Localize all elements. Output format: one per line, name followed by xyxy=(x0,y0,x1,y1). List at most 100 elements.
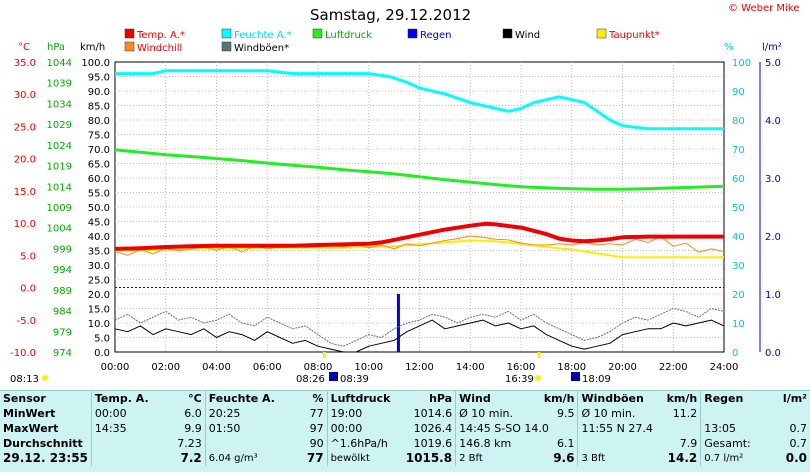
stats-cell: 14.2 xyxy=(664,451,701,466)
stats-cell: 14:45 S-SO 14.0 xyxy=(456,421,578,436)
stats-table: Sensor Temp. A. °C Feuchte A. % Luftdruc… xyxy=(0,390,810,472)
tick-label-wind_kmh: 75.0 xyxy=(88,131,110,142)
tick-label-pressure_hpa: 1029 xyxy=(47,120,72,131)
stats-cell: 0.7 l/m² xyxy=(701,451,769,466)
legend-label: Luftdruck xyxy=(325,30,372,41)
legend-label: Wind xyxy=(515,30,540,41)
tick-label-pressure_hpa: 1004 xyxy=(47,224,72,235)
stats-header: Regen xyxy=(701,391,769,406)
moon-icon xyxy=(329,372,338,381)
tick-label-humidity_pct: 30 xyxy=(732,261,745,272)
tick-label-wind_kmh: 25.0 xyxy=(88,276,110,287)
stats-header: Sensor xyxy=(0,391,91,406)
tick-label-wind_kmh: 20.0 xyxy=(88,290,110,301)
stats-header: Luftdruck xyxy=(327,391,395,406)
stats-cell: 2 Bft xyxy=(456,451,541,466)
tick-label-rain_lm2: 4.0 xyxy=(765,116,781,127)
x-tick-label: 22:00 xyxy=(659,362,688,373)
stats-cell: 97 xyxy=(278,421,327,436)
x-tick-label: 20:00 xyxy=(608,362,637,373)
tick-label-wind_kmh: 0.0 xyxy=(94,348,110,359)
sunrise-icon xyxy=(42,375,48,381)
tick-label-pressure_hpa: 999 xyxy=(53,244,72,255)
stats-header: hPa xyxy=(395,391,455,406)
tick-label-temp_c: -10.0 xyxy=(10,348,36,359)
legend-label: Regen xyxy=(420,30,452,41)
stats-cell: 146.8 km xyxy=(456,436,541,451)
tick-label-rain_lm2: 3.0 xyxy=(765,174,781,185)
stats-cell: 9.6 xyxy=(541,451,578,466)
tick-label-rain_lm2: 5.0 xyxy=(765,58,781,69)
tick-label-pressure_hpa: 1034 xyxy=(47,99,72,110)
tick-label-wind_kmh: 30.0 xyxy=(88,261,110,272)
tick-label-temp_c: 35.0 xyxy=(14,58,36,69)
tick-label-humidity_pct: 80 xyxy=(732,116,745,127)
stats-header: l/m² xyxy=(769,391,810,406)
stats-cell: 13:05 xyxy=(701,421,769,436)
tick-label-wind_kmh: 5.0 xyxy=(94,334,110,345)
stats-header: °C xyxy=(159,391,205,406)
stats-cell: 9.9 xyxy=(159,421,205,436)
stats-header: km/h xyxy=(664,391,701,406)
stats-cell: 77 xyxy=(278,451,327,466)
stats-cell: 7.2 xyxy=(159,451,205,466)
tick-label-pressure_hpa: 1014 xyxy=(47,182,72,193)
tick-label-wind_kmh: 70.0 xyxy=(88,145,110,156)
tick-label-temp_c: -5.0 xyxy=(16,316,36,327)
stats-cell: 01:50 xyxy=(205,421,278,436)
weather-chart: 35.030.025.020.015.010.05.00.0-5.0-10.01… xyxy=(0,0,810,390)
stats-header: Windböen xyxy=(578,391,664,406)
tick-label-wind_kmh: 85.0 xyxy=(88,102,110,113)
tick-label-wind_kmh: 35.0 xyxy=(88,247,110,258)
stats-cell: 90 xyxy=(278,436,327,451)
stats-row-min: MinWert 00:00 6.0 20:25 77 19:00 1014.6 … xyxy=(0,406,810,421)
sunrise-time: 08:13 xyxy=(10,374,39,385)
tick-label-rain_lm2: 2.0 xyxy=(765,232,781,243)
stats-header-row: Sensor Temp. A. °C Feuchte A. % Luftdruc… xyxy=(0,391,810,406)
tick-label-pressure_hpa: 984 xyxy=(53,307,72,318)
marker-time: 08:39 xyxy=(340,374,369,385)
legend-swatch xyxy=(503,29,512,38)
tick-label-pressure_hpa: 974 xyxy=(53,348,72,359)
stats-row-current: 29.12. 23:55 7.2 6.04 g/m³ 77 bewölkt 10… xyxy=(0,451,810,466)
tick-label-pressure_hpa: 1039 xyxy=(47,79,72,90)
stats-cell: 6.1 xyxy=(541,436,578,451)
tick-label-pressure_hpa: 994 xyxy=(53,265,72,276)
tick-label-humidity_pct: 0 xyxy=(732,348,738,359)
tick-label-temp_c: 15.0 xyxy=(14,187,36,198)
tick-label-temp_c: 30.0 xyxy=(14,90,36,101)
tick-label-temp_c: 25.0 xyxy=(14,122,36,133)
stats-cell: 00:00 xyxy=(91,406,159,421)
stats-cell: 14:35 xyxy=(91,421,159,436)
stats-cell: 11.2 xyxy=(664,406,701,421)
moonset-time: 08:26 xyxy=(296,374,325,385)
stats-cell: 1014.6 xyxy=(395,406,455,421)
stats-cell: 1026.4 xyxy=(395,421,455,436)
legend-swatch xyxy=(597,29,606,38)
x-tick-label: 08:00 xyxy=(304,362,333,373)
x-tick-label: 18:00 xyxy=(557,362,586,373)
tick-label-humidity_pct: 70 xyxy=(732,145,745,156)
stats-cell: 19:00 xyxy=(327,406,395,421)
stats-cell xyxy=(769,406,810,421)
tick-label-wind_kmh: 60.0 xyxy=(88,174,110,185)
stats-cell: 0.0 xyxy=(769,451,810,466)
x-tick-label: 06:00 xyxy=(253,362,282,373)
stats-row-label: 29.12. 23:55 xyxy=(0,451,91,466)
stats-cell: 0.7 xyxy=(769,421,810,436)
tick-label-pressure_hpa: 1009 xyxy=(47,203,72,214)
tick-label-pressure_hpa: 989 xyxy=(53,286,72,297)
legend-swatch xyxy=(125,42,134,51)
tick-label-humidity_pct: 40 xyxy=(732,232,745,243)
tick-label-rain_lm2: 0.0 xyxy=(765,348,781,359)
axis-unit-rain: l/m² xyxy=(762,42,782,53)
sunrise-axis-marker xyxy=(323,352,326,358)
legend-label: Feuchte A.* xyxy=(234,30,292,41)
tick-label-humidity_pct: 20 xyxy=(732,290,745,301)
stats-cell: Ø 10 min. xyxy=(578,406,664,421)
stats-header: km/h xyxy=(541,391,578,406)
tick-label-pressure_hpa: 1019 xyxy=(47,162,72,173)
axis-unit-pressure: hPa xyxy=(47,42,65,53)
tick-label-wind_kmh: 15.0 xyxy=(88,305,110,316)
stats-cell: Gesamt: xyxy=(701,436,769,451)
